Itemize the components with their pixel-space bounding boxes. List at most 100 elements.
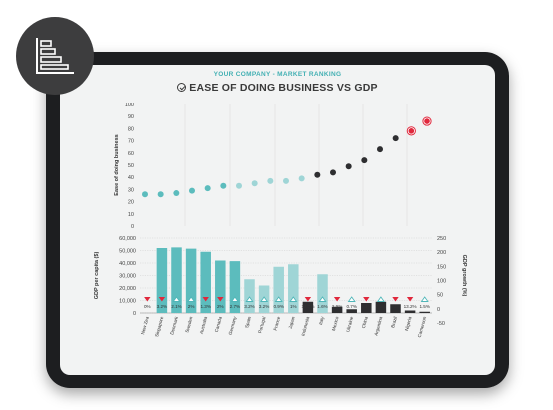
ease-of-business-scatter-chart: 0 10 20 30 40 50 60 70 80 90 100 Ease of doing busi… [114, 103, 432, 230]
bar-y-tick-label: 30,000 [119, 274, 136, 280]
bar-y2-tick-label: 50 [437, 293, 443, 299]
scatter-point [392, 135, 399, 142]
scatter-point [142, 191, 148, 198]
growth-up-triangle [230, 296, 239, 302]
growth-down-triangle [363, 297, 370, 302]
bar-x-tick-label: Germany [228, 315, 238, 335]
bar-x-tick-label: New Zea [140, 316, 150, 335]
dashboard-subtitle: YOUR COMPANY - MARKET RANKING [213, 71, 342, 78]
gdp-bar [288, 264, 299, 313]
gdp-bar [317, 274, 328, 313]
bar-x-tick-label: Singapore [154, 316, 164, 338]
bar-y2-tick-label: 0 [437, 307, 440, 313]
scatter-point [204, 185, 211, 192]
growth-down-triangle [304, 297, 312, 302]
bar-x-tick-label: France [273, 316, 282, 332]
bar-x-tick-label: Brazil [390, 316, 398, 328]
growth-up-triangle [187, 296, 196, 302]
bar-y-tick-label: 0 [133, 311, 136, 317]
growth-down-triangle [202, 297, 209, 302]
check-circle-icon [177, 83, 187, 92]
scatter-point [157, 191, 164, 198]
bar-x-tick-label: Sweden [184, 316, 193, 334]
growth-label: 1.6% [317, 304, 327, 309]
growth-up-triangle [260, 296, 269, 302]
scatter-point [220, 182, 227, 189]
growth-up-triangle [318, 296, 327, 302]
scatter-y-tick-label: 20 [128, 200, 134, 206]
growth-label: 3.2% [259, 304, 269, 309]
scatter-point [408, 128, 415, 134]
bar-x-tick-label: Japan [288, 316, 296, 330]
bar-x-tick-label: Ukraine [345, 316, 354, 333]
growth-label: 3.2% [244, 304, 254, 309]
growth-up-triangle [289, 296, 298, 302]
bar-y2-tick-label: 100 [437, 279, 446, 285]
gdp-bar [302, 301, 314, 313]
growth-label: 2% [217, 304, 224, 309]
growth-label: 1% [290, 304, 297, 309]
scatter-y-tick-label: 70 [128, 139, 134, 145]
growth-up-triangle [245, 296, 254, 302]
gdp-bar [215, 260, 226, 313]
scatter-point [345, 163, 352, 170]
gdp-bar [171, 247, 182, 313]
bar-x-tick-label: Nigeria [404, 316, 413, 332]
gdp-bar [156, 248, 168, 313]
growth-label: 0.7% [346, 304, 356, 309]
scatter-y-tick-label: 90 [128, 114, 134, 120]
bar-y2-axis-label: GDP growth (%) [461, 255, 467, 297]
scatter-point [283, 177, 289, 184]
gdp-bar [229, 261, 241, 313]
scatter-point [236, 182, 242, 189]
growth-down-triangle [333, 297, 341, 302]
chart-category-badge [16, 17, 94, 95]
scatter-point [251, 180, 258, 187]
growth-label: 2% [188, 304, 195, 309]
growth-label: 7.6% [376, 304, 386, 309]
growth-down-triangle [217, 297, 224, 302]
bar-y2-tick-label: 150 [437, 264, 446, 270]
bar-x-tick-label: Denmark [169, 315, 179, 335]
tablet-screen: YOUR COMPANY - MARKET RANKING EASE OF DO… [60, 65, 495, 375]
growth-down-triangle [392, 297, 399, 302]
scatter-point [173, 190, 180, 197]
scatter-point [314, 171, 321, 178]
growth-up-triangle [347, 296, 356, 302]
gdp-bar [361, 303, 372, 313]
bar-y2-tick-label: 250 [437, 236, 446, 242]
growth-label: 2.9% [332, 304, 342, 309]
scatter-point [267, 177, 274, 184]
scatter-y-tick-label: 60 [128, 151, 134, 157]
gdp-bar [404, 310, 416, 313]
gdp-bar [346, 309, 357, 313]
growth-label: 3.2% [390, 304, 400, 309]
scatter-point [189, 187, 195, 194]
scatter-y-tick-label: 10 [128, 212, 134, 218]
dashboard-title-text: EASE OF DOING BUSINESS VS GDP [189, 82, 378, 94]
scatter-y-tick-label: 30 [128, 187, 134, 193]
dashboard-title: EASE OF DOING BUSINESS VS GDP [60, 82, 495, 94]
growth-label: 0.9% [273, 304, 283, 309]
growth-label: 2.7% [230, 304, 240, 309]
growth-label: 13.2% [404, 304, 417, 309]
scatter-y-tick-label: 50 [128, 163, 134, 169]
growth-label: 0% [144, 304, 151, 309]
scatter-point [298, 175, 305, 182]
bar-y-tick-label: 60,000 [119, 236, 136, 242]
gdp-bar [331, 306, 343, 313]
bar-chart-icon [36, 38, 74, 74]
growth-down-triangle [406, 297, 414, 302]
bar-y2-tick-label: 200 [437, 250, 446, 256]
scatter-y-tick-label: 40 [128, 175, 134, 181]
scatter-y-tick-label: 100 [125, 103, 134, 108]
scatter-point [330, 169, 336, 176]
bar-x-tick-label: China [361, 316, 369, 329]
gdp-bar [419, 311, 430, 313]
scatter-point [377, 146, 383, 153]
bar-x-tick-label: Spain [244, 316, 252, 329]
scatter-y-tick-label: 80 [128, 126, 134, 132]
gdp-bar [185, 248, 197, 313]
growth-down-triangle [158, 297, 166, 302]
tablet-frame: YOUR COMPANY - MARKET RANKING EASE OF DO… [46, 52, 509, 388]
